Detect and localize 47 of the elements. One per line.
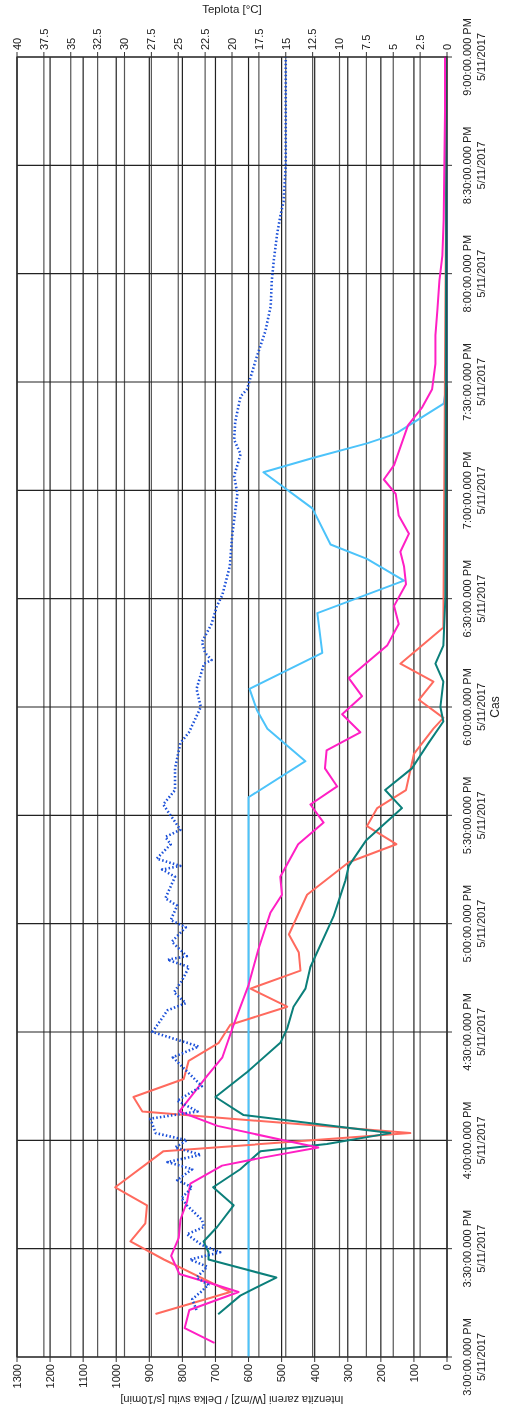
y-tick-label: 6:30:00.000 PM 5/11/2017 — [461, 559, 487, 638]
x2-tick-label: 15 — [279, 37, 292, 50]
x2-tick-label: 2.5 — [413, 34, 426, 50]
y-tick-label: 6:00:00.000 PM 5/11/2017 — [461, 668, 487, 746]
x-tick-label: 600 — [242, 1364, 255, 1383]
x2-tick-label: 7.5 — [360, 34, 373, 50]
x-tick-label: 400 — [308, 1364, 321, 1383]
x2-tick-label: 0 — [440, 43, 453, 50]
y-tick-label: 9:00:00.000 PM 5/11/2017 — [461, 18, 487, 96]
y-tick-label: 3:00:00.000 PM 5/11/2017 — [461, 1318, 487, 1396]
y-tick-label: 5:30:00.000 PM 5/11/2017 — [461, 776, 487, 855]
y-tick-label: 4:30:00.000 PM 5/11/2017 — [461, 993, 487, 1071]
x2-tick-label: 20 — [225, 37, 238, 50]
x2-tick-label: 22.5 — [198, 28, 211, 50]
x-tick-label: 1100 — [77, 1364, 89, 1388]
x-tick-label: 1300 — [10, 1364, 23, 1389]
x-tick-label: 1000 — [110, 1364, 123, 1389]
x-tick-label: 1200 — [43, 1364, 56, 1389]
x-tick-label: 100 — [407, 1364, 420, 1383]
x2-tick-label: 17.5 — [252, 28, 265, 50]
x2-tick-label: 35 — [64, 37, 77, 50]
x2-tick-label: 32.5 — [91, 28, 104, 50]
x-tick-label: 200 — [374, 1364, 387, 1383]
x2-axis-title: Teplota [°C] — [202, 3, 262, 15]
x-axis-title: Intenzita zareni [W/m2] / Delka svitu [s/10min] — [120, 1394, 344, 1407]
x2-tick-label: 12.5 — [306, 28, 319, 50]
y-tick-label: 3:30:00.000 PM 5/11/2017 — [461, 1209, 487, 1288]
y-tick-label: 4:00:00.000 PM 5/11/2017 — [461, 1101, 487, 1180]
x2-tick-label: 40 — [10, 37, 23, 50]
x-tick-label: 800 — [176, 1364, 189, 1383]
x2-tick-label: 37.5 — [37, 28, 50, 50]
y-axis-title: Cas — [488, 696, 502, 718]
x-tick-label: 300 — [341, 1364, 354, 1383]
x2-tick-label: 10 — [333, 37, 346, 50]
y-tick-label: 7:00:00.000 PM 5/11/2017 — [461, 451, 487, 530]
x2-tick-label: 5 — [387, 43, 400, 50]
y-tick-label: 5:00:00.000 PM 5/11/2017 — [461, 884, 487, 963]
x-tick-label: 900 — [143, 1364, 156, 1383]
x-tick-label: 500 — [275, 1364, 288, 1383]
x-tick-label: 700 — [209, 1364, 222, 1383]
y-tick-label: 8:30:00.000 PM 5/11/2017 — [461, 126, 487, 205]
y-tick-label: 7:30:00.000 PM 5/11/2017 — [461, 343, 487, 421]
x2-tick-label: 27.5 — [145, 28, 158, 50]
x-tick-label: 0 — [440, 1364, 453, 1371]
y-tick-label: 8:00:00.000 PM 5/11/2017 — [461, 234, 487, 313]
x2-tick-label: 30 — [118, 37, 131, 50]
x2-tick-label: 25 — [172, 37, 185, 50]
